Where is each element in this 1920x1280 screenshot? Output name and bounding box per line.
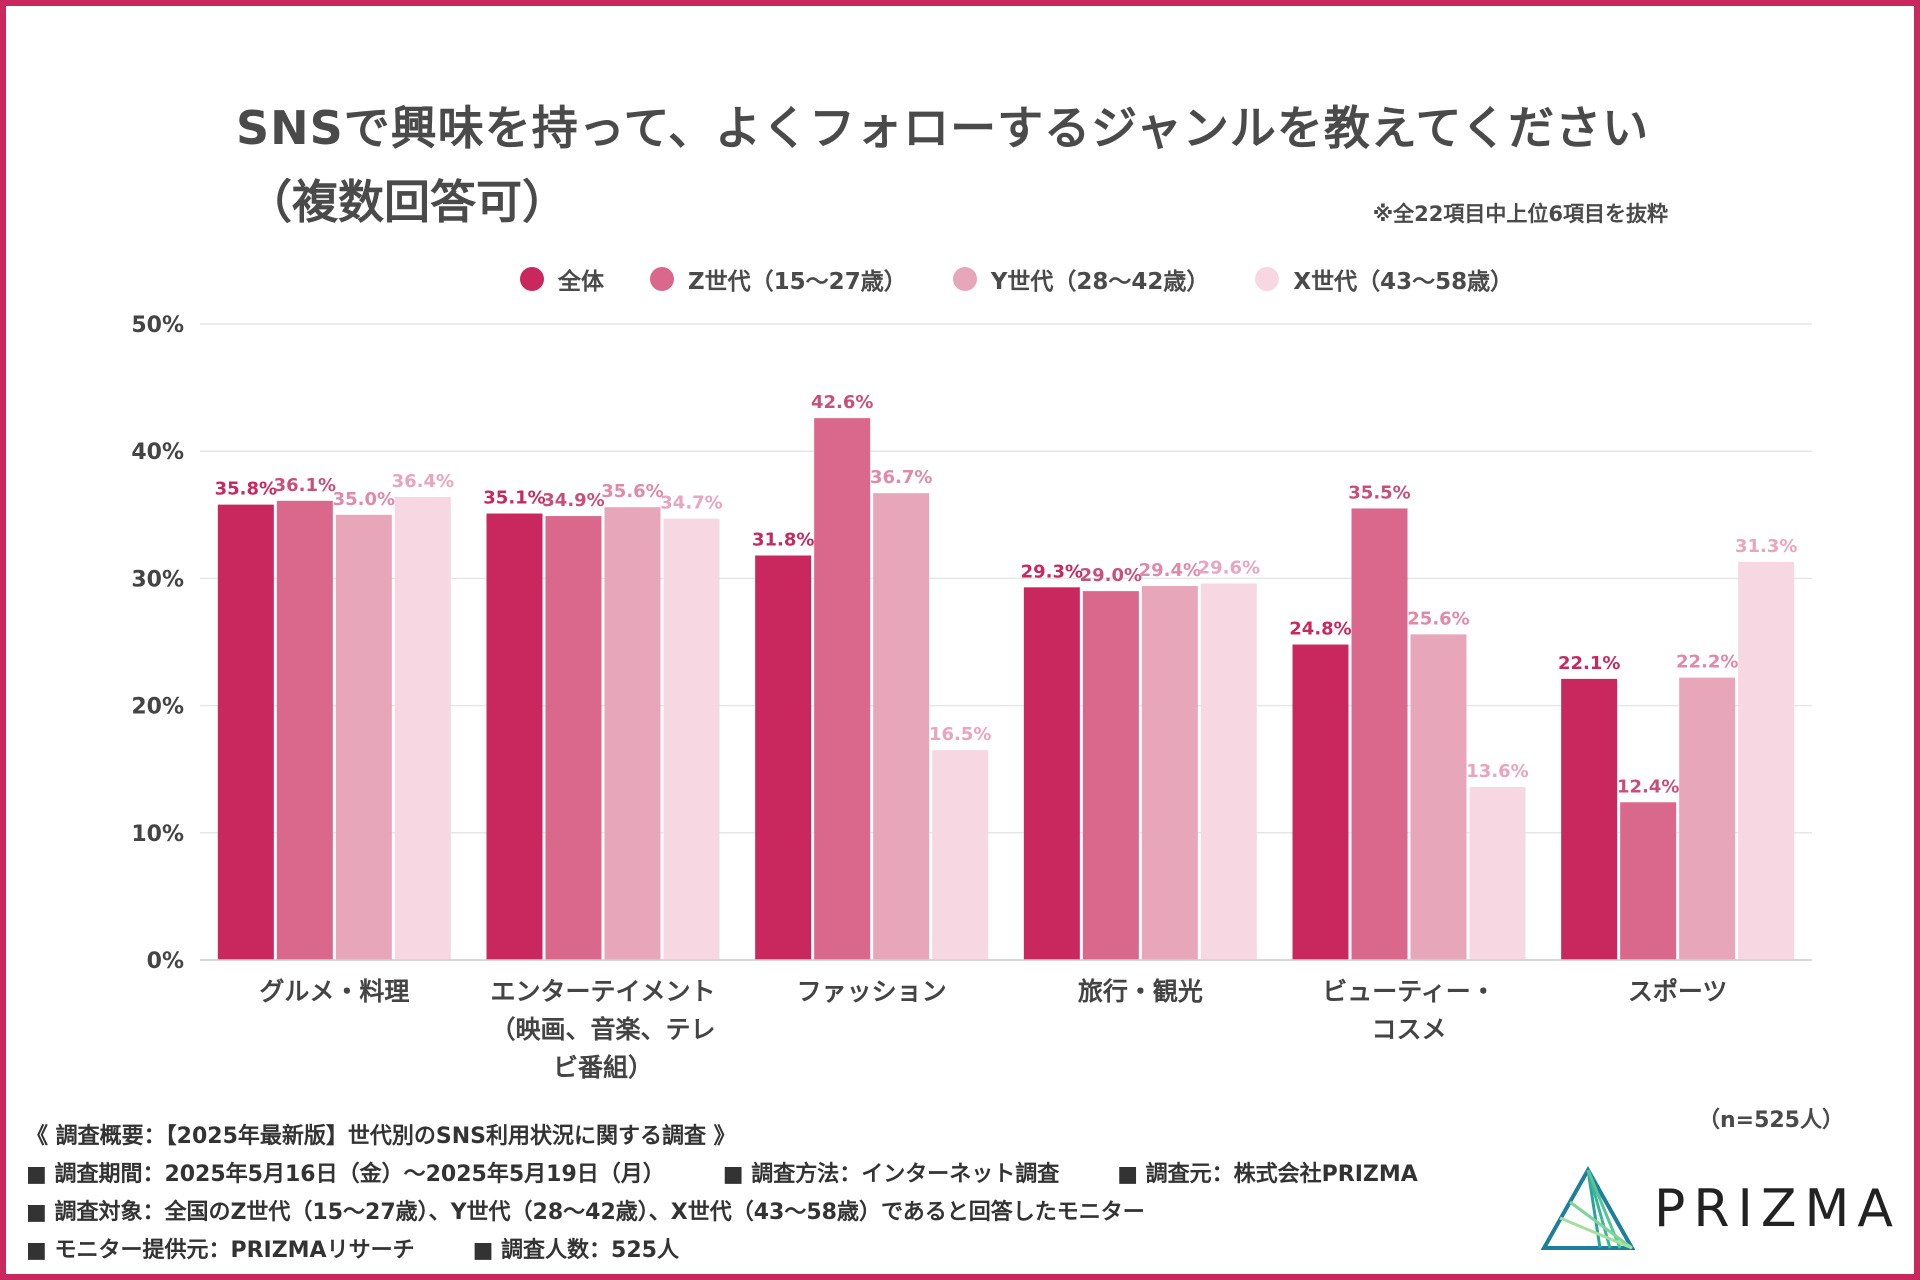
bar xyxy=(394,496,451,960)
legend-item-all: 全体 xyxy=(520,262,604,296)
bar xyxy=(1023,587,1080,960)
x-tick-label: グルメ・料理 xyxy=(259,977,409,1006)
x-tick-label: （映画、音楽、テレ xyxy=(490,1015,715,1044)
survey-summary: 《 調査概要：【2025年最新版】世代別のSNS利用状況に関する調査 》 ■ 調… xyxy=(26,1118,1476,1270)
data-label: 35.6% xyxy=(601,481,663,502)
bar xyxy=(755,555,812,960)
bar xyxy=(1292,644,1349,960)
bar xyxy=(1141,586,1198,960)
legend-item-gen-y: Y世代（28〜42歳） xyxy=(952,262,1210,296)
survey-target: ■ 調査対象：全国のZ世代（15〜27歳）、Y世代（28〜42歳）、X世代（43… xyxy=(26,1200,1145,1225)
bar xyxy=(545,516,602,960)
logo-wordmark: PRIZMA xyxy=(1654,1179,1901,1239)
data-label: 29.3% xyxy=(1021,561,1083,582)
bar xyxy=(486,513,543,960)
legend-swatch-gen-x xyxy=(1255,267,1280,291)
bar xyxy=(335,514,392,960)
x-tick-label: エンターテイメント xyxy=(490,977,715,1006)
legend-label-all: 全体 xyxy=(558,269,604,295)
data-label: 35.5% xyxy=(1348,482,1410,503)
legend: 全体 Z世代（15〜27歳） Y世代（28〜42歳） X世代（43〜58歳） xyxy=(520,262,1559,296)
data-label: 29.0% xyxy=(1080,565,1142,586)
bar xyxy=(1082,591,1139,960)
survey-provider: ■ モニター提供元：PRIZMAリサーチ xyxy=(26,1238,415,1263)
data-label: 12.4% xyxy=(1617,776,1679,797)
data-label: 31.3% xyxy=(1735,536,1797,557)
bar xyxy=(932,750,989,960)
legend-item-gen-x: X世代（43〜58歳） xyxy=(1255,262,1513,296)
bar xyxy=(604,507,661,960)
data-label: 35.1% xyxy=(483,488,545,509)
data-label: 34.9% xyxy=(542,490,604,511)
x-tick-label: ビューティー・ xyxy=(1322,977,1496,1006)
survey-period: ■ 調査期間：2025年5月16日（金）〜2025年5月19日（月） xyxy=(26,1162,665,1187)
x-tick-label: 旅行・観光 xyxy=(1078,977,1203,1006)
bar xyxy=(1351,508,1408,960)
y-tick-label: 40% xyxy=(131,440,184,465)
x-tick-label: スポーツ xyxy=(1628,977,1728,1006)
survey-source: ■ 調査元：株式会社PRIZMA xyxy=(1117,1162,1418,1187)
data-label: 35.0% xyxy=(333,489,395,510)
survey-title: 《 調査概要：【2025年最新版】世代別のSNS利用状況に関する調査 》 xyxy=(26,1124,736,1149)
chart-title: SNSで興味を持って、よくフォローするジャンルを教えてください xyxy=(236,101,1650,155)
x-tick-label: コスメ xyxy=(1371,1015,1446,1044)
prizma-logo: PRIZMA xyxy=(1540,1166,1901,1252)
legend-swatch-all xyxy=(520,267,544,291)
data-label: 36.7% xyxy=(870,467,932,488)
bar xyxy=(1679,677,1736,960)
data-label: 25.6% xyxy=(1407,608,1469,629)
bar xyxy=(217,504,274,960)
data-label: 13.6% xyxy=(1466,761,1528,782)
legend-label-gen-y: Y世代（28〜42歳） xyxy=(990,269,1210,295)
data-label: 22.1% xyxy=(1558,653,1620,674)
data-label: 34.7% xyxy=(660,493,722,514)
data-label: 31.8% xyxy=(752,530,814,551)
bar xyxy=(1561,678,1618,960)
prism-logo-icon xyxy=(1540,1166,1636,1250)
bar xyxy=(1200,583,1257,960)
survey-count: ■ 調査人数：525人 xyxy=(472,1238,679,1263)
chart-subtitle: （複数回答可） xyxy=(246,175,568,229)
x-tick-label: ビ番組） xyxy=(553,1053,653,1082)
data-label: 36.4% xyxy=(392,471,454,492)
bar xyxy=(1410,634,1467,960)
data-label: 29.4% xyxy=(1139,560,1201,581)
legend-item-gen-z: Z世代（15〜27歳） xyxy=(650,262,907,296)
bar xyxy=(1469,787,1526,960)
data-label: 16.5% xyxy=(929,724,991,745)
survey-row-3: ■ モニター提供元：PRIZMAリサーチ ■ 調査人数：525人 xyxy=(26,1232,1476,1270)
data-label: 29.6% xyxy=(1198,557,1260,578)
sample-size: （n=525人） xyxy=(1697,1108,1844,1133)
bar xyxy=(1620,802,1677,960)
legend-label-gen-z: Z世代（15〜27歳） xyxy=(688,269,907,295)
survey-row-1: ■ 調査期間：2025年5月16日（金）〜2025年5月19日（月） ■ 調査方… xyxy=(26,1156,1476,1194)
data-label: 36.1% xyxy=(274,475,336,496)
legend-swatch-gen-y xyxy=(952,267,977,291)
data-label: 35.8% xyxy=(215,479,277,500)
data-label: 42.6% xyxy=(811,392,873,413)
legend-label-gen-x: X世代（43〜58歳） xyxy=(1293,269,1514,295)
y-tick-label: 30% xyxy=(131,567,184,592)
survey-method: ■ 調査方法：インターネット調査 xyxy=(722,1162,1060,1187)
y-tick-label: 50% xyxy=(131,313,184,338)
data-label: 22.2% xyxy=(1676,652,1738,673)
chart-note: ※全22項目中上位6項目を抜粋 xyxy=(1372,202,1668,226)
bar xyxy=(873,493,930,960)
bar xyxy=(276,500,333,960)
y-tick-label: 0% xyxy=(147,949,184,974)
data-label: 24.8% xyxy=(1289,619,1351,640)
bar xyxy=(1738,561,1795,960)
bar xyxy=(814,418,871,960)
y-tick-label: 20% xyxy=(131,695,184,720)
bar xyxy=(663,518,720,960)
x-tick-label: ファッション xyxy=(797,977,947,1006)
y-tick-label: 10% xyxy=(131,822,184,847)
legend-swatch-gen-z xyxy=(650,267,674,291)
